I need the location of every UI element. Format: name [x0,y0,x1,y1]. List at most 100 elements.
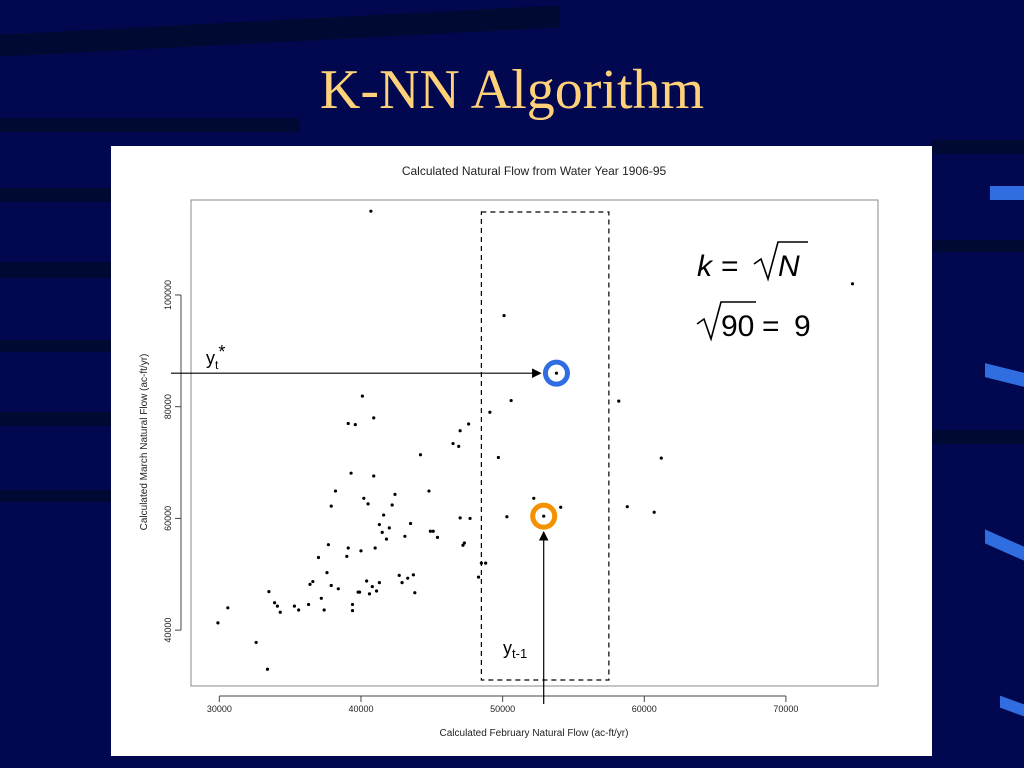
data-point [350,602,355,607]
target-label-sup: * [218,342,225,362]
data-point [377,581,381,585]
data-point [272,601,277,605]
background-stripe [0,118,300,132]
data-point [377,522,381,527]
data-point [372,416,376,420]
formula-line1-eq: = [721,250,739,283]
data-point [427,489,431,493]
data-point [431,529,435,533]
background-stripe [0,412,111,426]
input-point-highlight [530,502,558,530]
data-point [468,516,472,521]
y-tick-label: 80000 [163,394,173,419]
data-point [360,394,364,398]
chart-title: Calculated Natural Flow from Water Year … [402,164,667,178]
data-point [502,314,506,318]
data-point [496,455,500,460]
data-point [559,505,563,509]
data-point [370,584,374,589]
data-point [326,543,330,547]
background-stripe [932,140,1024,154]
target-label-base: y [206,348,215,368]
data-point [369,209,373,213]
input-label: yt-1 [503,638,527,661]
data-point [387,526,391,530]
scatter-chart: Calculated Natural Flow from Water Year … [139,164,879,739]
data-point [226,606,230,610]
data-point [311,579,315,584]
data-point [408,521,413,526]
data-point [366,502,370,506]
x-tick-label: 30000 [207,704,232,714]
data-point [372,474,376,478]
data-point [479,561,483,565]
x-tick-label: 50000 [490,704,515,714]
x-tick-label: 40000 [348,704,373,714]
data-point [319,596,323,600]
data-point [406,576,410,580]
data-point [292,604,297,608]
x-tick-label: 60000 [632,704,657,714]
data-point [367,592,372,596]
background-stripe [932,430,1024,444]
data-point [393,492,397,496]
data-point [316,555,321,560]
formula: k = N 90 = 9 [696,241,811,343]
data-point [325,571,329,575]
data-point [373,546,377,550]
data-point [329,583,333,588]
data-point [476,575,481,579]
data-point [413,591,417,595]
data-point [346,546,350,550]
data-point [400,581,404,585]
data-points [216,209,855,671]
data-point [322,608,326,612]
data-point [353,422,357,427]
data-point [336,587,340,591]
data-point [297,608,301,612]
formula-line2-90: 90 [721,310,754,343]
decorative-ribbon [985,529,1024,561]
x-tick-label: 70000 [773,704,798,714]
data-point [542,514,546,518]
background-stripe [0,188,111,202]
data-point [850,282,855,286]
data-point [350,608,355,613]
data-point [467,422,471,426]
data-point [267,589,271,594]
data-point [380,530,384,534]
data-point [505,515,509,519]
plot-frame [190,199,879,687]
decorative-ribbon [985,363,1024,387]
formula-line2-radical [696,301,756,342]
x-axis-label: Calculated February Natural Flow (ac-ft/… [440,728,629,739]
data-point [359,549,363,553]
data-point [435,535,440,540]
y-tick-label: 100000 [163,280,173,310]
data-point [659,456,663,460]
formula-line2-9: 9 [794,310,811,343]
data-point [458,429,462,433]
decorative-ribbon [1000,695,1024,717]
x-axis: 30000 40000 50000 60000 70000 [207,695,798,714]
formula-line1-radical [753,241,808,282]
background-stripe [0,490,111,502]
data-point [306,602,311,607]
data-point [458,516,462,520]
data-point [411,573,415,577]
background-stripe [932,240,1024,252]
data-point [362,496,366,500]
data-point [374,589,379,593]
data-point [403,534,407,538]
neighborhood-box [480,211,610,681]
decorative-ribbon [990,186,1024,200]
input-label-base: y [503,638,512,658]
background-stripe [0,262,111,278]
data-point [418,453,423,457]
data-point [390,503,394,507]
data-point [349,471,353,475]
data-point [428,529,432,533]
data-point [278,610,282,614]
data-point [451,441,455,446]
target-label: yt* [206,342,225,372]
